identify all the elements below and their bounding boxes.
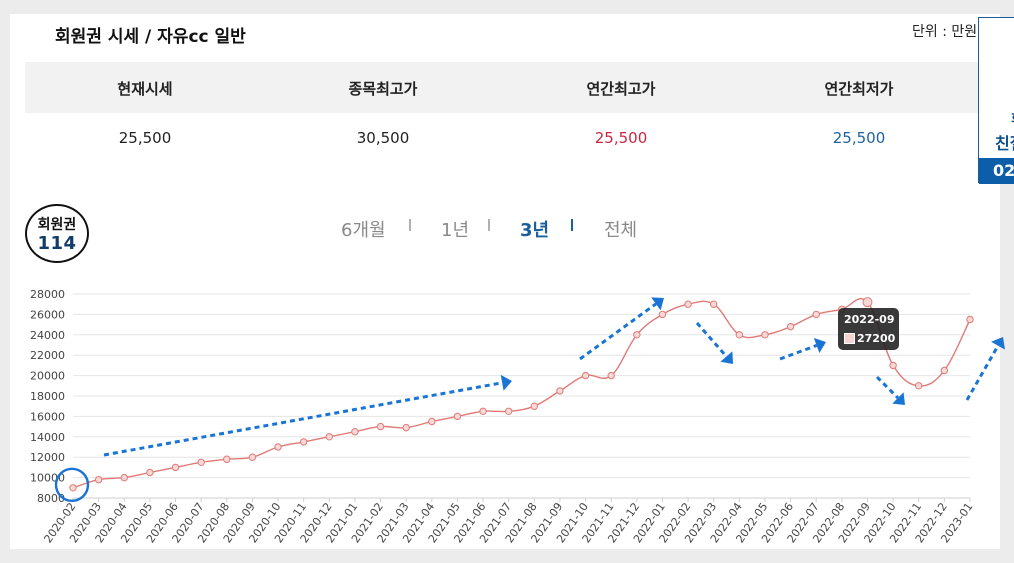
trend-arrow-head bbox=[813, 337, 826, 353]
y-tick-label: 12000 bbox=[30, 451, 65, 464]
value-annual-high: 25,500 bbox=[594, 129, 648, 147]
data-point bbox=[504, 407, 513, 415]
tooltip-swatch bbox=[844, 333, 855, 344]
trend-arrow-line bbox=[579, 302, 657, 361]
brand-logo-number: 114 bbox=[37, 233, 77, 254]
y-tick-label: 20000 bbox=[30, 370, 65, 383]
y-tick-label: 8000 bbox=[37, 492, 65, 505]
y-tick-label: 22000 bbox=[30, 349, 65, 362]
side-promo-phone-bar[interactable]: 02 bbox=[979, 158, 1014, 184]
period-tabs: 6개월 1년 3년 전체 bbox=[0, 216, 1014, 241]
data-point bbox=[812, 310, 820, 319]
page-title: 회원권 시세 / 자유cc 일반 bbox=[55, 27, 246, 47]
y-tick-label: 16000 bbox=[30, 410, 65, 423]
unit-label: 단위 : 만원 bbox=[912, 24, 978, 40]
header-all-time-high: 종목최고가 bbox=[348, 80, 418, 98]
tab-separator bbox=[409, 219, 411, 231]
trend-arrow-head bbox=[500, 374, 512, 391]
data-point bbox=[786, 322, 795, 331]
tab-all[interactable]: 전체 bbox=[604, 220, 638, 241]
header-annual-low: 연간최저가 bbox=[824, 80, 894, 98]
tab-separator bbox=[571, 219, 573, 231]
data-point bbox=[684, 300, 692, 308]
trend-arrow-line bbox=[875, 375, 899, 399]
data-point bbox=[171, 463, 180, 472]
data-point bbox=[581, 371, 590, 380]
tab-6-months[interactable]: 6개월 bbox=[341, 220, 386, 241]
tab-separator bbox=[488, 219, 490, 231]
data-point bbox=[940, 366, 949, 375]
tooltip-date: 2022-09 bbox=[844, 313, 895, 326]
series-line bbox=[72, 298, 971, 489]
data-point bbox=[479, 407, 487, 415]
data-point bbox=[120, 473, 128, 482]
trend-arrow-head bbox=[991, 337, 1005, 350]
trend-arrow-line bbox=[695, 322, 728, 358]
trend-arrow-head bbox=[651, 297, 664, 311]
value-current-price: 25,500 bbox=[118, 129, 172, 147]
tooltip-value-row: 27200 bbox=[844, 332, 899, 345]
header-annual-high: 연간최고가 bbox=[586, 80, 656, 98]
price-summary-table: 현재시세 종목최고가 연간최고가 연간최저가 25,500 30,500 25,… bbox=[25, 62, 1000, 174]
tab-1-year[interactable]: 1년 bbox=[441, 220, 470, 241]
data-point bbox=[428, 417, 436, 426]
data-point bbox=[761, 331, 769, 339]
trend-arrow-line bbox=[779, 344, 818, 361]
trend-arrow-line bbox=[965, 344, 1000, 401]
data-point bbox=[658, 310, 667, 319]
value-all-time-high: 30,500 bbox=[356, 129, 410, 147]
data-point bbox=[299, 438, 308, 446]
data-point bbox=[325, 433, 333, 441]
side-promo-text: 회 bbox=[1011, 108, 1014, 127]
data-point bbox=[197, 458, 205, 466]
data-point bbox=[889, 361, 897, 370]
chart-tooltip: 2022-09 27200 bbox=[838, 308, 899, 350]
data-point bbox=[710, 300, 718, 308]
data-point bbox=[556, 387, 564, 395]
data-point bbox=[94, 475, 103, 484]
y-tick-label: 18000 bbox=[30, 390, 65, 403]
data-point bbox=[530, 402, 539, 410]
data-point bbox=[453, 412, 462, 421]
data-point bbox=[862, 297, 873, 308]
trend-arrow-line bbox=[103, 381, 503, 457]
value-annual-low: 25,500 bbox=[832, 129, 886, 147]
data-point bbox=[376, 422, 385, 431]
data-point bbox=[735, 331, 744, 339]
side-promo-panel[interactable]: 회 친절 02 bbox=[978, 17, 1014, 184]
data-point bbox=[351, 428, 359, 436]
side-promo-heading: 친절 bbox=[995, 134, 1014, 153]
data-point bbox=[274, 443, 282, 451]
tab-3-years[interactable]: 3년 bbox=[520, 220, 550, 241]
y-tick-label: 26000 bbox=[30, 308, 65, 321]
data-point bbox=[633, 331, 641, 339]
brand-logo-text: 회원권 bbox=[37, 217, 77, 233]
data-point bbox=[146, 468, 154, 477]
data-point bbox=[402, 423, 410, 432]
y-tick-label: 24000 bbox=[30, 329, 65, 342]
y-tick-label: 14000 bbox=[30, 431, 65, 444]
y-tick-label: 28000 bbox=[30, 288, 65, 301]
data-point bbox=[607, 371, 615, 380]
summary-header-row bbox=[25, 62, 1000, 113]
header-current-price: 현재시세 bbox=[117, 80, 173, 98]
trend-arrow-head bbox=[720, 351, 733, 364]
tooltip-value: 27200 bbox=[857, 332, 896, 345]
brand-logo: 회원권 114 bbox=[25, 204, 89, 263]
data-point bbox=[248, 453, 257, 461]
trend-arrow-head bbox=[892, 392, 905, 405]
data-point bbox=[69, 484, 77, 492]
data-point bbox=[223, 455, 231, 463]
data-point bbox=[966, 315, 974, 324]
data-point bbox=[915, 382, 923, 390]
start-highlight-ring bbox=[54, 467, 90, 502]
